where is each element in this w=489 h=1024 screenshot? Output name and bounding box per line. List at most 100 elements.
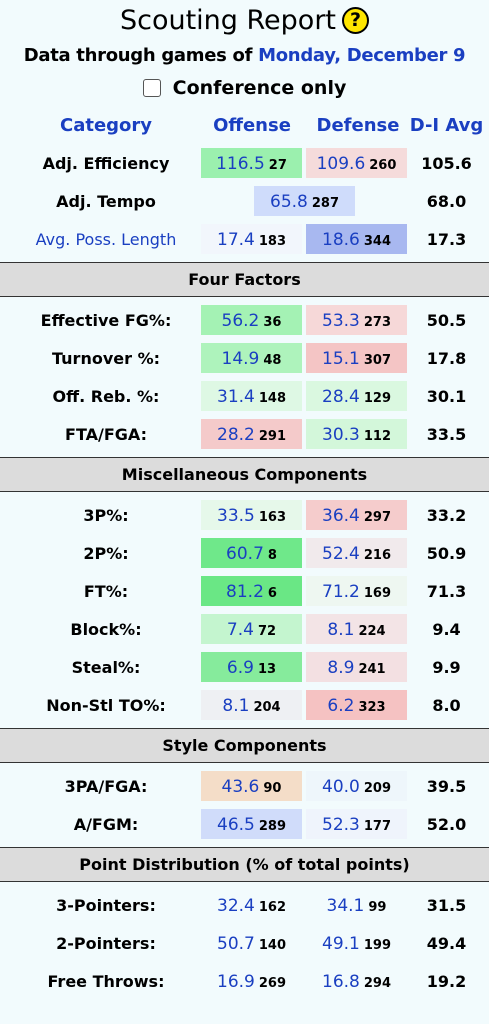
defense-value: 8.1 xyxy=(327,620,355,640)
d1-avg-value: 49.4 xyxy=(426,933,467,953)
avg-poss-length-link[interactable]: Avg. Poss. Length xyxy=(35,229,177,249)
column-header-offense[interactable]: Offense xyxy=(213,114,291,136)
offense-rank: 289 xyxy=(258,819,286,834)
help-icon[interactable]: ? xyxy=(342,6,370,34)
stat-row: A/FGM: 46.5 289 52.3 177 52.0 xyxy=(0,805,489,843)
tempo-cell: 65.8 287 xyxy=(254,186,355,216)
conference-toggle[interactable]: Conference only xyxy=(0,70,489,106)
offense-value: 33.5 xyxy=(217,506,255,526)
defense-cell: 40.0 209 xyxy=(306,771,407,801)
defense-cell: 8.9 241 xyxy=(306,652,407,682)
offense-value: 46.5 xyxy=(217,815,255,835)
offense-cell: 6.9 13 xyxy=(201,652,302,682)
defense-rank: 307 xyxy=(363,353,391,368)
stat-row: Free Throws: 16.9 269 16.8 294 19.2 xyxy=(0,962,489,1000)
offense-rank: 269 xyxy=(258,976,286,991)
offense-value: 16.9 xyxy=(217,972,255,992)
offense-value: 14.9 xyxy=(221,349,260,369)
offense-rank: 27 xyxy=(268,158,287,173)
column-header-avg[interactable]: D-I Avg xyxy=(409,114,484,136)
defense-value: 40.0 xyxy=(322,777,360,797)
defense-rank: 241 xyxy=(358,662,386,677)
offense-value: 8.1 xyxy=(222,696,250,716)
stat-row: 2-Pointers: 50.7 140 49.1 199 49.4 xyxy=(0,924,489,962)
subtitle-date-link[interactable]: Monday, December 9 xyxy=(258,44,466,66)
defense-rank: 297 xyxy=(363,510,391,525)
column-header-defense[interactable]: Defense xyxy=(316,114,400,136)
row-label: 2P%: xyxy=(83,543,129,563)
stat-row: Off. Reb. %: 31.4 148 28.4 129 30.1 xyxy=(0,377,489,415)
offense-cell: 14.9 48 xyxy=(201,343,302,373)
defense-rank: 129 xyxy=(363,391,391,406)
defense-value: 16.8 xyxy=(322,972,360,992)
title-row: Scouting Report ? xyxy=(0,0,489,40)
offense-cell: 17.4 183 xyxy=(201,224,302,254)
offense-rank: 162 xyxy=(258,900,286,915)
defense-cell: 71.2 169 xyxy=(306,576,407,606)
offense-rank: 204 xyxy=(253,700,281,715)
d1-avg-value: 8.0 xyxy=(432,695,461,715)
defense-rank: 294 xyxy=(363,976,391,991)
offense-rank: 6 xyxy=(267,586,277,601)
row-label: Free Throws: xyxy=(47,971,165,991)
stat-row: Steal%: 6.9 13 8.9 241 9.9 xyxy=(0,648,489,686)
offense-value: 32.4 xyxy=(217,896,255,916)
row-label: Off. Reb. %: xyxy=(52,386,160,406)
defense-cell: 34.1 99 xyxy=(306,890,407,920)
offense-value: 81.2 xyxy=(226,582,264,602)
defense-rank: 273 xyxy=(363,315,391,330)
defense-value: 6.2 xyxy=(327,696,355,716)
offense-rank: 140 xyxy=(258,938,286,953)
stat-row: Block%: 7.4 72 8.1 224 9.4 xyxy=(0,610,489,648)
tempo-rank: 287 xyxy=(311,196,339,211)
stat-row: 2P%: 60.7 8 52.4 216 50.9 xyxy=(0,534,489,572)
d1-avg-value: 31.5 xyxy=(426,895,467,915)
defense-value: 18.6 xyxy=(322,230,360,250)
defense-value: 30.3 xyxy=(322,425,360,445)
row-label: Adj. Efficiency xyxy=(42,153,170,173)
defense-cell: 30.3 112 xyxy=(306,419,407,449)
offense-value: 43.6 xyxy=(221,777,260,797)
offense-cell: 32.4 162 xyxy=(201,890,302,920)
subtitle: Data through games of Monday, December 9 xyxy=(0,40,489,70)
stat-row: 3PA/FGA: 43.6 90 40.0 209 39.5 xyxy=(0,767,489,805)
offense-rank: 163 xyxy=(258,510,286,525)
d1-avg-value: 9.4 xyxy=(432,619,461,639)
stat-row: FT%: 81.2 6 71.2 169 71.3 xyxy=(0,572,489,610)
defense-cell: 6.2 323 xyxy=(306,690,407,720)
offense-cell: 56.2 36 xyxy=(201,305,302,335)
defense-rank: 177 xyxy=(363,819,391,834)
defense-rank: 199 xyxy=(363,938,391,953)
d1-avg-value: 30.1 xyxy=(426,386,467,406)
offense-value: 56.2 xyxy=(221,311,260,331)
stat-row-avg-poss-length: Avg. Poss. Length 17.4 183 18.6 344 17.3 xyxy=(0,220,489,258)
defense-value: 15.1 xyxy=(322,349,360,369)
row-label: Turnover %: xyxy=(52,348,160,368)
defense-cell: 8.1 224 xyxy=(306,614,407,644)
d1-avg-value: 19.2 xyxy=(426,971,467,991)
conference-only-checkbox[interactable] xyxy=(142,79,161,97)
row-label: Effective FG%: xyxy=(40,310,172,330)
offense-cell: 43.6 90 xyxy=(201,771,302,801)
offense-value: 28.2 xyxy=(217,425,255,445)
stat-row-adj-tempo: Adj. Tempo 65.8 287 68.0 xyxy=(0,182,489,220)
stat-row: 3-Pointers: 32.4 162 34.1 99 31.5 xyxy=(0,886,489,924)
offense-rank: 36 xyxy=(263,315,282,330)
offense-value: 17.4 xyxy=(217,230,255,250)
column-headers: Category Offense Defense D-I Avg xyxy=(0,106,489,144)
defense-rank: 99 xyxy=(368,900,387,915)
section-header: Miscellaneous Components xyxy=(0,457,489,492)
subtitle-prefix: Data through games of xyxy=(23,44,253,66)
column-header-category[interactable]: Category xyxy=(59,114,153,136)
offense-cell: 7.4 72 xyxy=(201,614,302,644)
row-label: 3PA/FGA: xyxy=(64,776,148,796)
offense-value: 31.4 xyxy=(217,387,255,407)
section-header: Point Distribution (% of total points) xyxy=(0,847,489,882)
offense-rank: 72 xyxy=(257,624,277,639)
defense-rank: 224 xyxy=(358,624,386,639)
offense-cell: 16.9 269 xyxy=(201,966,302,996)
d1-avg-value: 39.5 xyxy=(426,776,467,796)
d1-avg-value: 105.6 xyxy=(421,153,472,173)
defense-cell: 52.4 216 xyxy=(306,538,407,568)
defense-cell: 15.1 307 xyxy=(306,343,407,373)
